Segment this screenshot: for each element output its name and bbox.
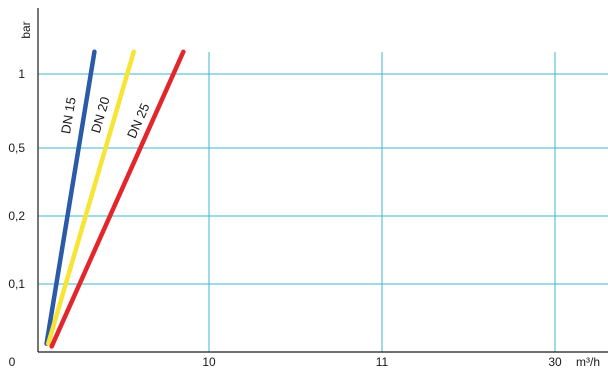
- y-axis-title: bar: [19, 21, 33, 38]
- y-tick-label-1: 1: [18, 67, 25, 81]
- axis-layer: [37, 8, 608, 353]
- series-line-dn15: [44, 49, 97, 346]
- label-layer: bar m³/h 0 0,1 0,2 0,5 1 10 11 30 DN 15 …: [8, 21, 600, 369]
- y-tick-label-0-1: 0,1: [8, 277, 25, 291]
- series-label-dn15: DN 15: [58, 96, 79, 135]
- x-tick-label-11: 11: [376, 355, 389, 369]
- series-line-dn25: [49, 49, 186, 349]
- series-layer: [44, 49, 186, 349]
- series-line-dn20: [46, 49, 137, 346]
- grid-layer: [38, 52, 608, 352]
- x-tick-label-10: 10: [202, 355, 216, 369]
- x-tick-label-30: 30: [548, 355, 562, 369]
- y-tick-label-0-5: 0,5: [8, 141, 25, 155]
- x-axis-title: m³/h: [576, 355, 600, 369]
- y-tick-label-0-2: 0,2: [8, 209, 25, 223]
- origin-tick-label: 0: [9, 355, 16, 369]
